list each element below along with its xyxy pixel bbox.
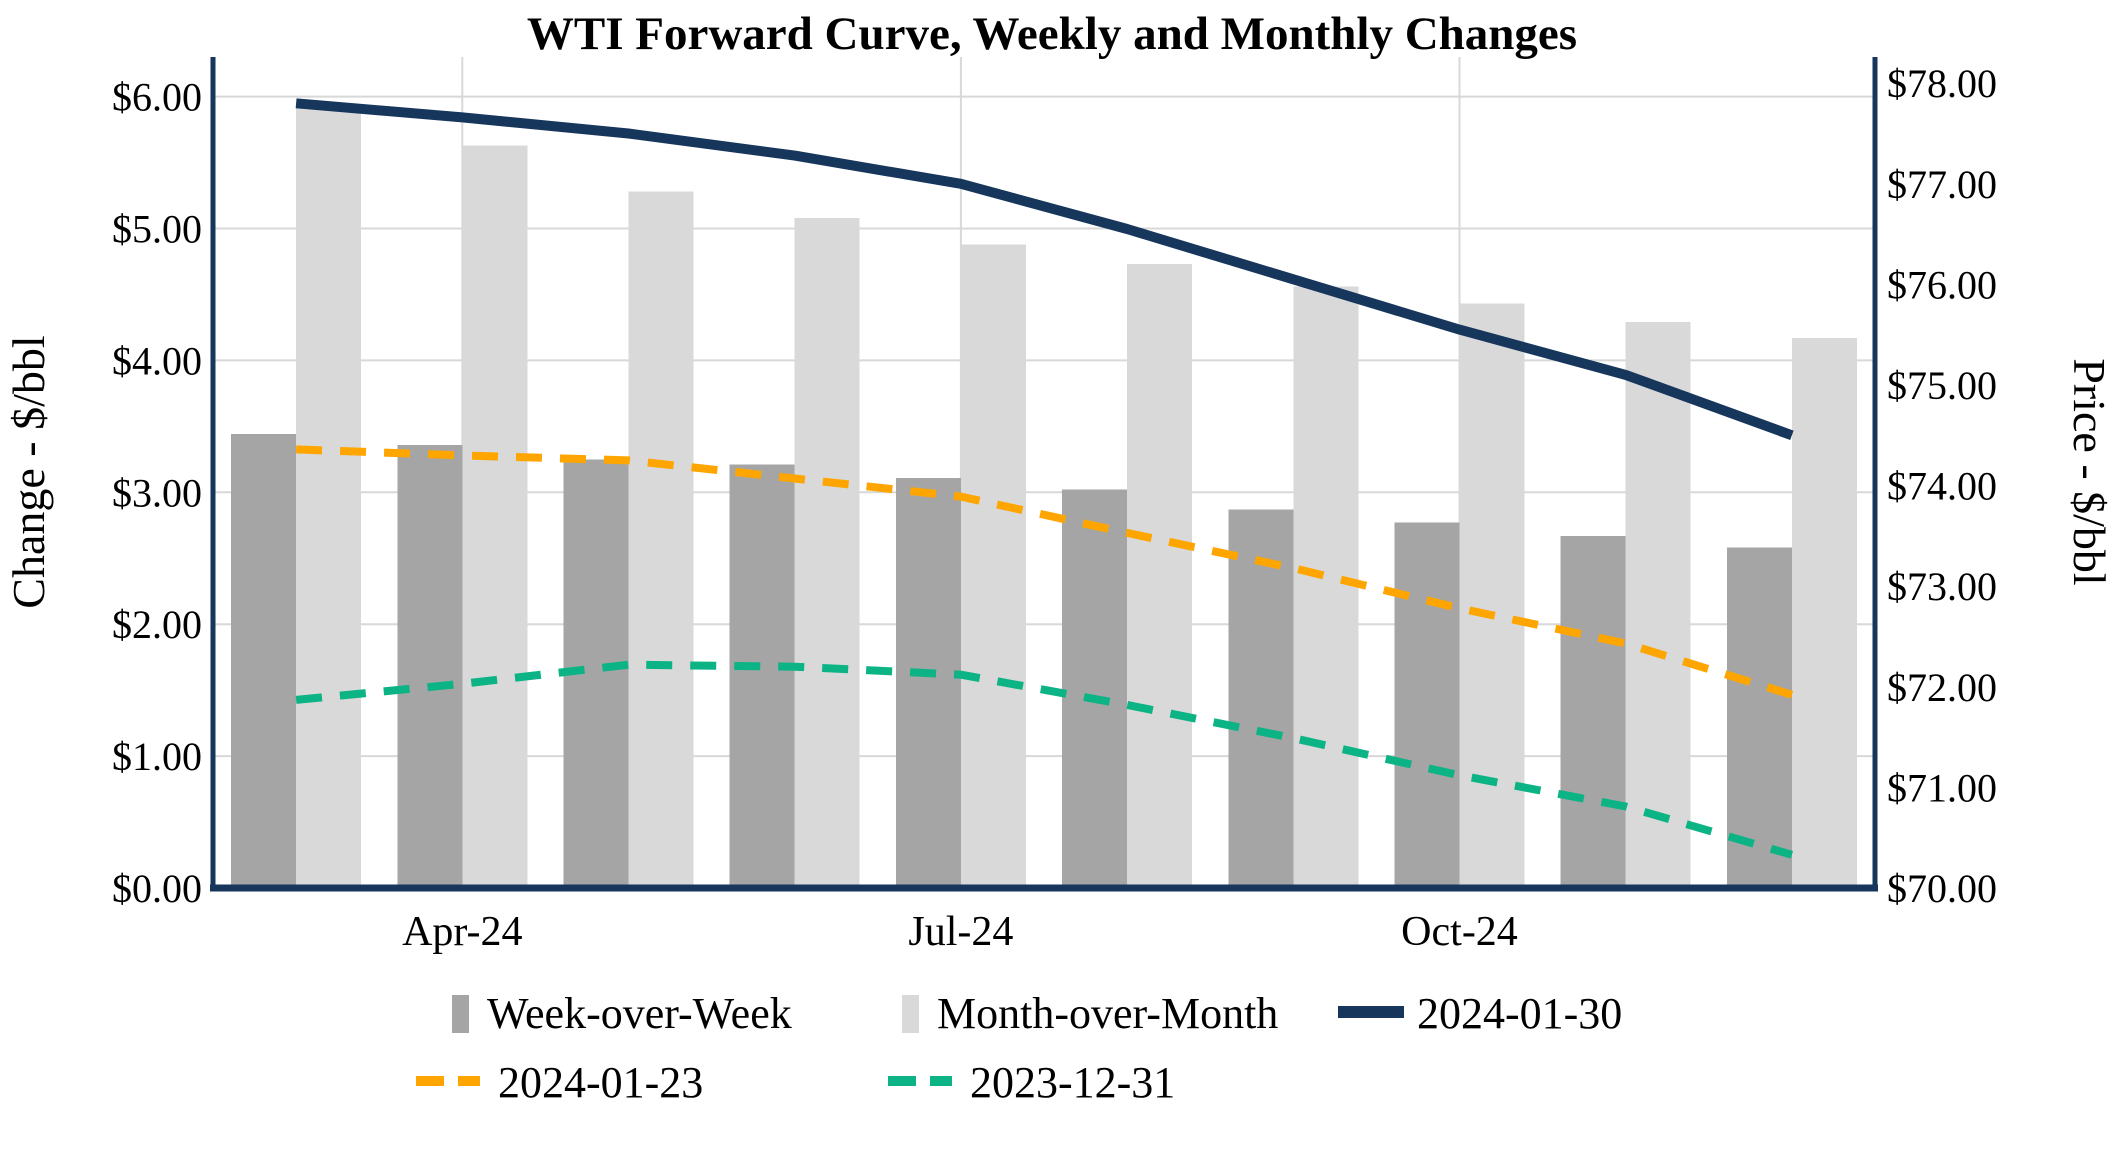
bar-month-over-month <box>1625 322 1691 889</box>
bar-week-over-week <box>729 464 795 888</box>
legend-swatch-week-over-week <box>452 995 469 1033</box>
legend-label-month-over-month: Month-over-Month <box>937 989 1278 1038</box>
bar-week-over-week <box>895 477 961 888</box>
left-axis-tick-label: $1.00 <box>112 734 202 779</box>
right-axis-tick-label: $74.00 <box>1887 464 1997 509</box>
bar-month-over-month <box>960 244 1026 889</box>
right-axis-tick-label: $78.00 <box>1887 61 1997 106</box>
right-axis-tick-label: $71.00 <box>1887 765 1997 810</box>
right-axis-title: Price - $/bbl <box>2064 358 2112 585</box>
legend-swatch-month-over-month <box>902 995 919 1033</box>
right-axis-tick-label: $77.00 <box>1887 162 1997 207</box>
bar-month-over-month <box>296 105 362 889</box>
bar-week-over-week <box>1228 509 1294 888</box>
legend: Week-over-Week Month-over-Month 2024-01-… <box>416 989 1622 1107</box>
left-axis-tick-label: $4.00 <box>112 338 202 383</box>
left-axis-tick-label: $2.00 <box>112 602 202 647</box>
x-axis-tick-label: Apr-24 <box>402 909 522 955</box>
left-axis-title: Change - $/bbl <box>3 335 54 608</box>
left-axis-tick-label: $0.00 <box>112 866 202 911</box>
x-axis-tick-label: Oct-24 <box>1401 909 1518 955</box>
lines-layer <box>295 98 1794 859</box>
legend-label-2023-12-31: 2023-12-31 <box>970 1058 1175 1107</box>
bar-month-over-month <box>1459 303 1525 889</box>
bars-layer <box>231 105 1857 889</box>
left-axis-tick-label: $5.00 <box>112 206 202 251</box>
right-axis-tick-label: $73.00 <box>1887 564 1997 609</box>
bar-week-over-week <box>1394 522 1460 888</box>
bar-month-over-month <box>628 191 694 889</box>
legend-label-week-over-week: Week-over-Week <box>487 989 792 1038</box>
bar-week-over-week <box>397 444 463 888</box>
bar-month-over-month <box>462 145 528 888</box>
bar-week-over-week <box>1726 547 1792 888</box>
bar-month-over-month <box>1293 286 1359 888</box>
chart-title: WTI Forward Curve, Weekly and Monthly Ch… <box>527 8 1577 60</box>
line-2024-01-23 <box>295 445 1794 699</box>
tick-labels-layer: $0.00 $1.00 $2.00 $3.00 $4.00 $5.00 $6.00 $70.0… <box>112 61 1997 955</box>
bar-month-over-month <box>794 217 860 888</box>
bar-month-over-month <box>1791 337 1857 888</box>
axis-spines-layer <box>210 57 1878 892</box>
line-2024-01-30 <box>295 98 1794 440</box>
x-axis-tick-label: Jul-24 <box>908 909 1013 955</box>
bar-month-over-month <box>1127 264 1193 889</box>
right-axis-tick-label: $75.00 <box>1887 363 1997 408</box>
line-2023-12-31 <box>295 660 1794 859</box>
right-axis-tick-label: $70.00 <box>1887 866 1997 911</box>
legend-label-2024-01-30: 2024-01-30 <box>1417 989 1622 1038</box>
right-axis-tick-label: $72.00 <box>1887 665 1997 710</box>
bar-week-over-week <box>231 434 297 888</box>
left-axis-tick-label: $6.00 <box>112 75 202 120</box>
bar-week-over-week <box>1560 535 1626 888</box>
left-axis-tick-label: $3.00 <box>112 470 202 515</box>
legend-label-2024-01-23: 2024-01-23 <box>498 1058 703 1107</box>
right-axis-tick-label: $76.00 <box>1887 262 1997 307</box>
bar-week-over-week <box>1062 489 1128 888</box>
